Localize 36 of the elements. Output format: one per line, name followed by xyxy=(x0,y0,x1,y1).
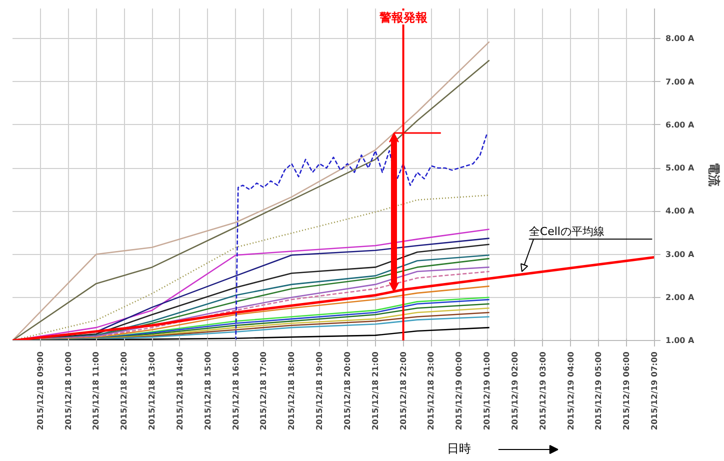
x-tick-label: 2015/12/18 11:00 xyxy=(92,351,101,430)
x-tick-label: 2015/12/18 21:00 xyxy=(370,351,380,430)
x-axis-title: 日時 xyxy=(447,442,472,456)
x-tick-label: 2015/12/19 06:00 xyxy=(622,351,632,430)
x-tick-label: 2015/12/19 04:00 xyxy=(566,351,576,430)
x-tick-label: 2015/12/18 12:00 xyxy=(120,351,129,430)
x-tick-label: 2015/12/18 18:00 xyxy=(287,351,296,430)
x-tick-label: 2015/12/18 19:00 xyxy=(315,351,324,430)
x-tick-label: 2015/12/19 00:00 xyxy=(454,351,464,430)
x-tick-label: 2015/12/19 07:00 xyxy=(650,351,659,430)
x-tick-label: 2015/12/18 20:00 xyxy=(342,351,352,430)
x-tick-label: 2015/12/18 13:00 xyxy=(148,351,157,430)
ref-line-label: 警報発報 xyxy=(378,10,428,24)
x-tick-label: 2015/12/18 10:00 xyxy=(64,351,73,430)
x-tick-label: 2015/12/18 16:00 xyxy=(231,351,240,430)
line-series xyxy=(235,132,488,340)
x-tick-label: 2015/12/19 03:00 xyxy=(538,351,548,430)
y-tick-label: 2.00 A xyxy=(666,292,696,302)
x-tick-label: 2015/12/19 05:00 xyxy=(594,351,604,430)
x-tick-label: 2015/12/19 02:00 xyxy=(510,351,520,430)
y-tick-label: 7.00 A xyxy=(666,77,696,86)
x-tick-label: 2015/12/18 14:00 xyxy=(175,351,184,430)
x-tick-label: 2015/12/18 22:00 xyxy=(398,351,408,430)
x-tick-label: 2015/12/18 17:00 xyxy=(259,351,268,430)
y-tick-label: 6.00 A xyxy=(666,120,696,130)
y-tick-label: 4.00 A xyxy=(666,206,696,216)
x-tick-label: 2015/12/18 15:00 xyxy=(203,351,212,430)
y-tick-label: 3.00 A xyxy=(666,250,696,259)
x-tick-label: 2015/12/18 09:00 xyxy=(36,351,45,430)
y-tick-label: 8.00 A xyxy=(666,34,696,44)
y-tick-label: 5.00 A xyxy=(666,164,696,173)
y-tick-label: 1.00 A xyxy=(666,336,696,345)
annotation: 全Cellの平均線 xyxy=(528,225,604,238)
x-tick-label: 2015/12/18 23:00 xyxy=(426,351,436,430)
y-axis-title: 電流 xyxy=(707,162,722,188)
x-tick-label: 2015/12/19 01:00 xyxy=(482,351,492,430)
